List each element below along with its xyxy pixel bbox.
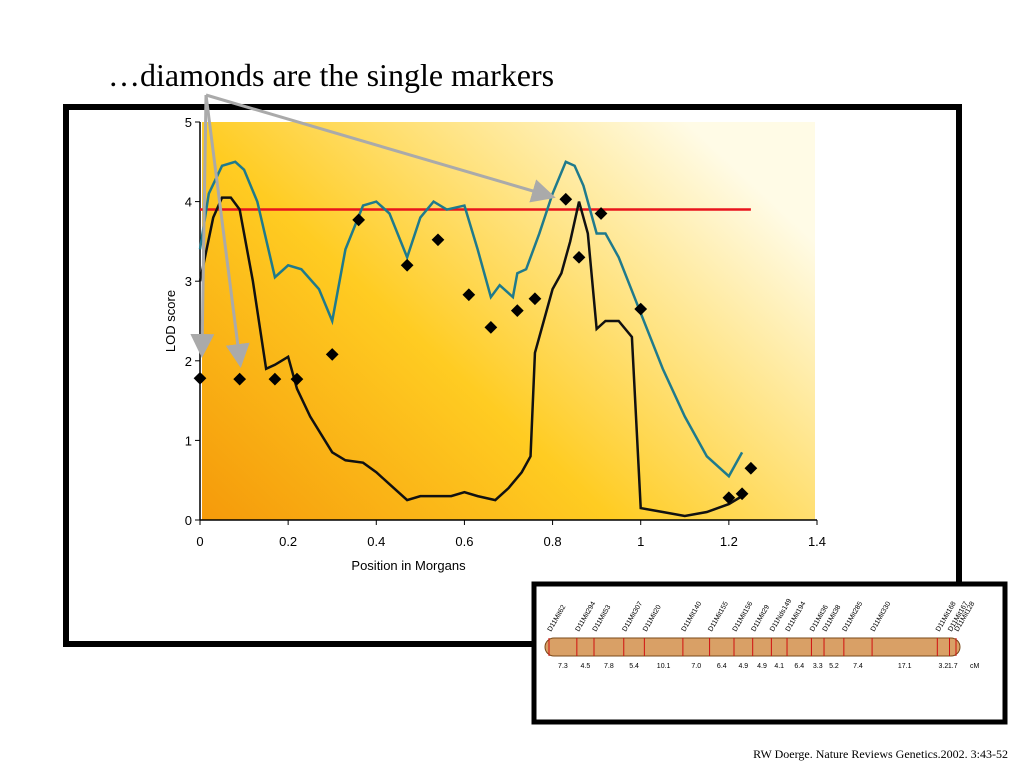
y-axis-label: LOD score <box>163 290 178 352</box>
marker-diamond <box>431 233 445 247</box>
distance-label: 6.4 <box>717 663 727 670</box>
distance-label: 10.1 <box>657 663 671 670</box>
x-tick-label: 0.8 <box>544 534 562 549</box>
distance-label: 3.2 <box>939 663 949 670</box>
marker-diamond <box>233 372 247 386</box>
marker-diamond <box>325 348 339 361</box>
distance-label: 5.4 <box>629 663 639 670</box>
marker-diamond <box>268 372 282 386</box>
distance-label: 7.3 <box>558 663 568 670</box>
plot-background <box>202 122 815 520</box>
x-tick-label: 0.2 <box>279 534 297 549</box>
distance-label: 17.1 <box>898 663 912 670</box>
y-tick-label: 5 <box>185 115 192 130</box>
distance-label: 3.3 <box>813 663 823 670</box>
distance-label: 4.1 <box>774 663 784 670</box>
arrow <box>204 94 250 368</box>
y-tick-label: 0 <box>185 513 192 528</box>
distance-label: 6.4 <box>794 663 804 670</box>
y-tick-label: 4 <box>185 195 192 210</box>
arrow <box>190 94 215 358</box>
citation: RW Doerge. Nature Reviews Genetics.2002.… <box>753 747 1008 761</box>
distance-label: 4.9 <box>738 663 748 670</box>
distance-label: 7.8 <box>604 663 614 670</box>
y-tick-label: 2 <box>185 354 192 369</box>
distance-label: 7.0 <box>691 663 701 670</box>
distance-label: 1.7 <box>948 663 958 670</box>
distance-label: 4.5 <box>581 663 591 670</box>
x-tick-label: 1 <box>637 534 644 549</box>
x-tick-label: 1.4 <box>808 534 826 549</box>
distance-unit: cM <box>970 663 980 670</box>
y-tick-label: 1 <box>185 433 192 448</box>
lod-curve <box>198 160 744 479</box>
x-tick-label: 1.2 <box>720 534 738 549</box>
lod-curve <box>198 196 743 518</box>
x-axis-label: Position in Morgans <box>351 558 466 573</box>
y-tick-label: 3 <box>185 274 192 289</box>
marker-diamond <box>484 321 498 334</box>
distance-label: 4.9 <box>757 663 767 670</box>
marker-diamond <box>352 213 366 227</box>
slide-title: …diamonds are the single markers <box>108 57 554 93</box>
x-tick-label: 0.4 <box>367 534 385 549</box>
x-tick-label: 0 <box>196 534 203 549</box>
marker-diamond <box>193 371 207 385</box>
marker-diamond <box>290 372 304 386</box>
distance-label: 5.2 <box>829 663 839 670</box>
arrow <box>205 93 556 203</box>
arrows <box>190 93 556 368</box>
marker-diamond <box>400 258 414 272</box>
distance-label: 7.4 <box>853 663 863 670</box>
marker-diamond <box>462 288 476 302</box>
x-tick-label: 0.6 <box>455 534 473 549</box>
